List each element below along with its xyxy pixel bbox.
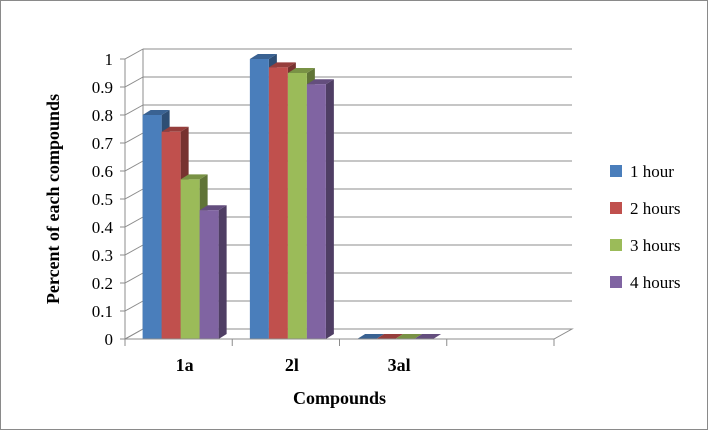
side-wall-gridline [124,328,144,340]
bar-front-face [268,67,288,340]
legend-swatch [610,202,622,214]
bar-top-face [161,126,189,132]
bar-front-face [199,210,219,339]
bar-front-face [306,84,326,339]
side-wall-gridline [124,188,144,200]
side-wall-gridline [124,216,144,228]
x-tick-label: 3al [388,355,411,375]
bar-top-face [395,334,423,339]
x-tick-label: 2l [285,355,299,375]
bar-top-face [199,205,227,211]
bar [395,334,423,339]
bar-top-face [180,174,208,180]
legend-swatch [610,239,622,251]
y-tick-label: 0.1 [92,302,113,321]
bar-front-face [249,59,269,339]
legend: 1 hour 2 hours 3 hours 4 hours [610,162,681,292]
y-tick-label: 0.5 [92,190,113,209]
y-tick-label: 1 [105,50,114,69]
y-tick-label: 0.9 [92,78,113,97]
x-tick-labels: 1a 2l 3al [176,355,411,375]
y-tick-label: 0.4 [92,218,114,237]
bar [199,205,227,339]
bar-top-face [306,79,334,85]
side-wall-gridline [124,160,144,172]
legend-swatch [610,276,622,288]
bar-top-face [142,110,170,115]
bar-top-face [268,62,296,68]
bar-top-face [357,334,385,339]
bar-front-face [287,73,307,339]
y-tick-label: 0.3 [92,246,113,265]
legend-label: 1 hour [630,162,674,181]
bar [414,334,442,339]
x-tick-label: 1a [176,355,194,375]
side-wall-gridline [124,104,144,116]
bar [357,334,385,339]
y-tick-labels: 0 0.1 0.2 0.3 0.4 0.5 0.6 0.7 0.8 0.9 1 [92,50,114,349]
bar-front-face [180,179,200,339]
bar-top-face [414,334,442,339]
side-wall-gridline [124,132,144,144]
bars [142,54,442,340]
bar-top-face [376,334,404,339]
bar [376,334,404,339]
side-wall-gridline [124,272,144,284]
gridlines [124,48,572,340]
bar-side-face [325,79,334,339]
bar-front-face [142,115,162,339]
legend-swatch [610,165,622,177]
y-tick-label: 0.8 [92,106,113,125]
side-wall-gridline [124,76,144,88]
y-tick-label: 0 [105,330,114,349]
y-axis-title: Percent of each compounds [43,94,63,304]
legend-label: 4 hours [630,273,681,292]
side-wall-gridline [124,244,144,256]
axes [120,58,555,346]
bar-top-face [287,68,315,73]
bar-side-face [218,205,227,339]
legend-label: 3 hours [630,236,681,255]
side-wall-gridline [124,48,144,60]
side-wall-gridline [124,300,144,312]
bar [306,79,334,339]
x-axis-title: Compounds [293,388,386,408]
bar-top-face [249,54,277,59]
bar-front-face [161,131,181,339]
y-tick-label: 0.2 [92,274,113,293]
y-tick-label: 0.7 [92,134,114,153]
legend-label: 2 hours [630,199,681,218]
y-tick-label: 0.6 [92,162,113,181]
